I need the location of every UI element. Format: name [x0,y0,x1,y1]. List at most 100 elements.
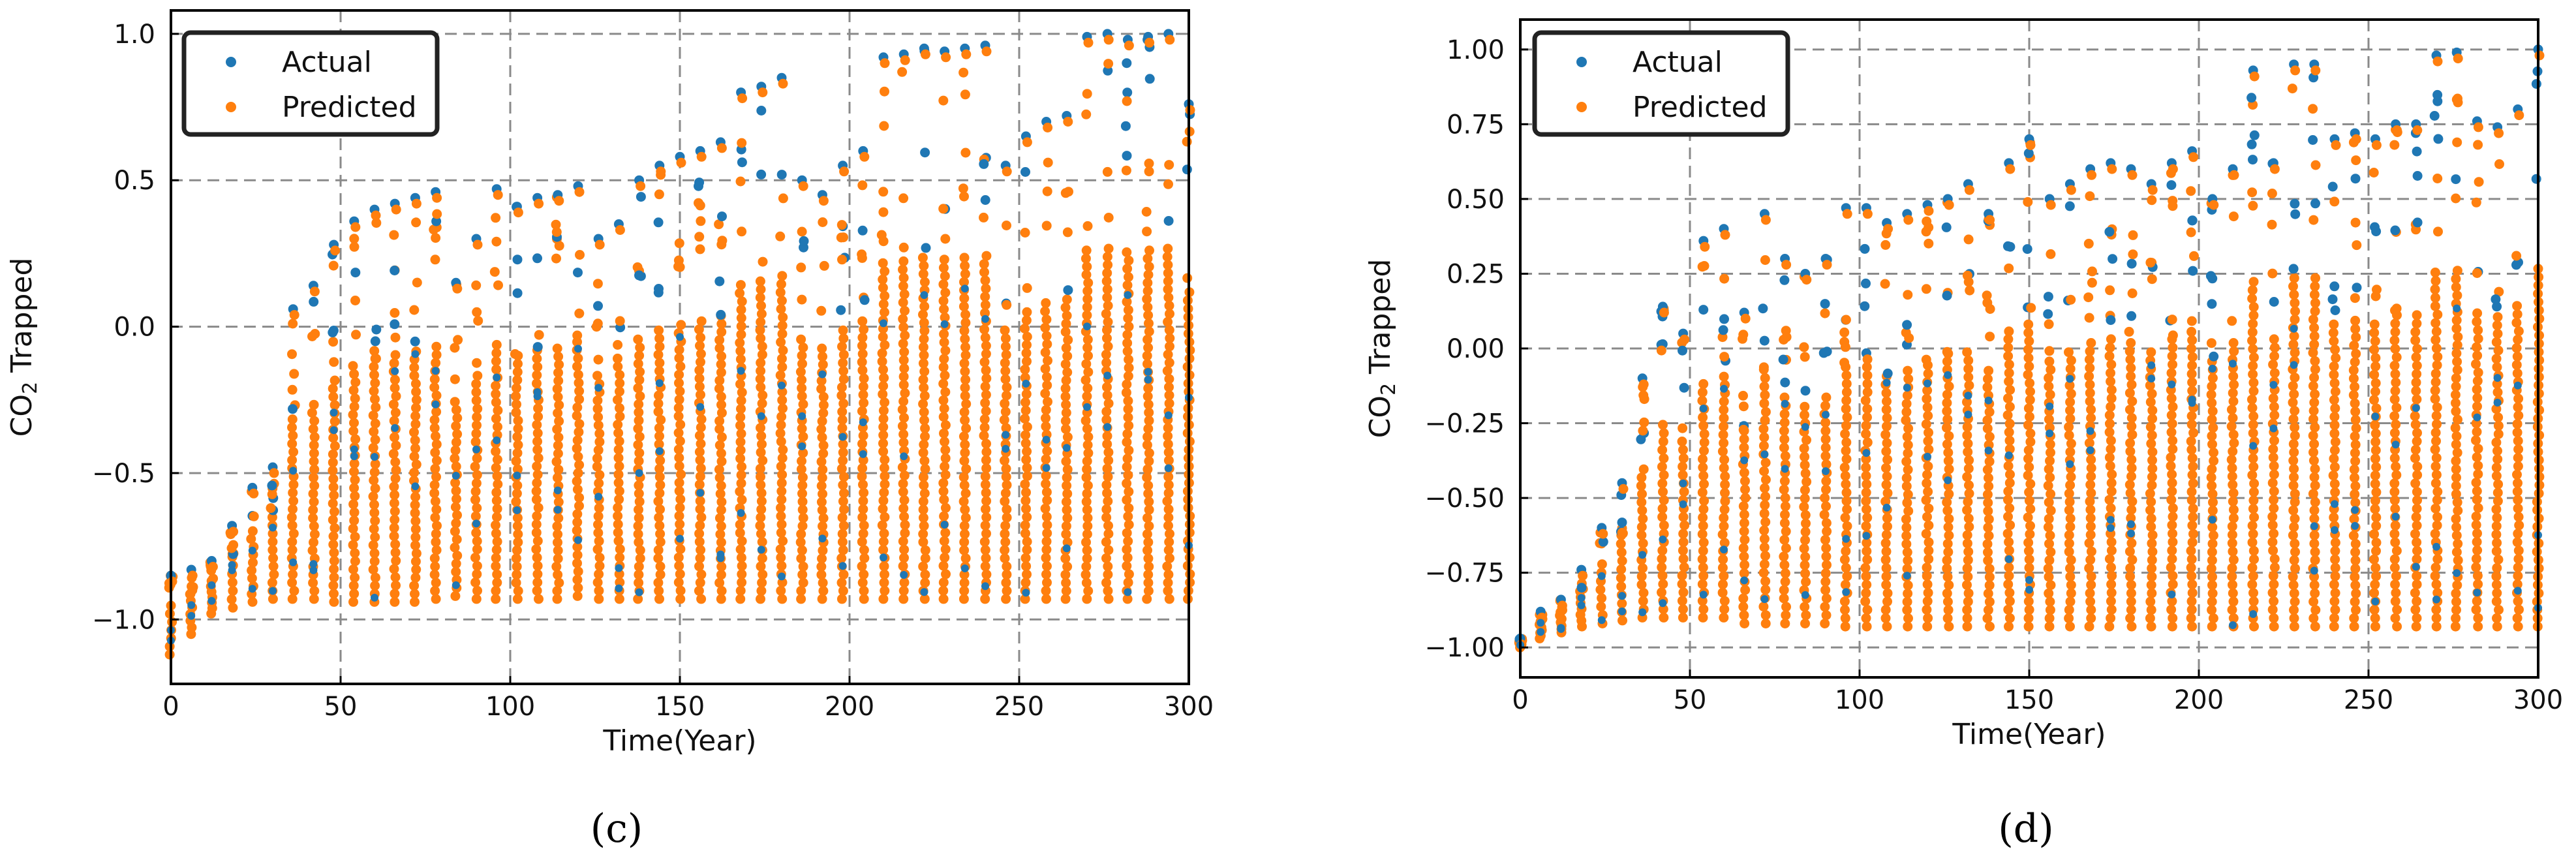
predicted-point [2106,385,2117,395]
predicted-point [1800,568,1811,579]
predicted-point [981,504,990,514]
predicted-point [2350,407,2361,417]
predicted-point [2472,536,2482,547]
predicted-point [1821,543,1832,553]
predicted-point [1759,559,1770,570]
predicted-point [532,420,542,430]
predicted-point [330,375,340,386]
predicted-point [675,386,685,397]
actual-point [1699,405,1708,412]
predicted-point [1963,588,1974,598]
predicted-point [594,569,604,579]
predicted-point [573,468,583,478]
predicted-point [981,46,992,57]
predicted-point [2145,380,2155,391]
predicted-point [979,536,990,547]
predicted-point [837,341,847,352]
predicted-point [2512,309,2522,320]
predicted-point [836,578,847,588]
predicted-point [2310,497,2320,507]
predicted-point [2066,185,2076,195]
predicted-point [959,277,969,287]
predicted-point [592,403,603,414]
predicted-point [1984,365,1994,376]
actual-point [859,450,867,458]
predicted-point [960,391,970,401]
predicted-point [491,397,501,407]
predicted-point [2430,335,2441,345]
predicted-point [2310,364,2320,375]
predicted-point [938,412,949,422]
predicted-point [940,345,951,356]
predicted-point [940,470,951,480]
actual-point [207,581,216,589]
predicted-point [1000,407,1011,417]
predicted-point [2290,538,2300,549]
predicted-point [2106,368,2115,378]
actual-point [2249,610,2258,618]
predicted-point [2288,455,2299,466]
predicted-point [470,578,481,587]
predicted-point [2084,563,2094,574]
actual-point [2248,155,2258,165]
predicted-point [551,456,562,467]
predicted-point [900,519,910,530]
predicted-point [2044,356,2055,367]
predicted-point [714,384,724,393]
predicted-point [2227,563,2237,574]
predicted-point [370,572,380,583]
predicted-point [940,437,949,447]
predicted-point [2309,439,2320,449]
predicted-point [368,564,378,575]
predicted-point [1021,454,1032,465]
predicted-point [371,402,381,412]
predicted-point [1800,485,1810,495]
predicted-point [959,578,970,588]
predicted-point [2106,503,2116,514]
predicted-point [980,545,990,555]
predicted-point [2126,605,2136,615]
predicted-point [1759,398,1770,409]
predicted-point [2308,380,2318,391]
actual-point [2046,429,2054,438]
predicted-point [309,448,319,459]
predicted-point [1081,570,1091,580]
predicted-point [2046,489,2056,499]
predicted-point [1021,487,1031,498]
predicted-point [1962,422,1972,432]
predicted-point [1122,429,1133,439]
predicted-point [775,544,786,555]
predicted-point [348,361,358,371]
predicted-point [1103,59,1114,69]
predicted-point [1839,337,1850,347]
predicted-point [737,561,747,571]
predicted-point [1020,528,1030,538]
actual-point [778,572,786,581]
predicted-point [1144,497,1154,507]
predicted-point [390,432,399,442]
actual-point [431,400,440,409]
actual-point [920,147,930,158]
actual-point [676,333,684,341]
predicted-point [1924,546,1934,556]
predicted-point [2329,196,2340,207]
predicted-point [328,474,339,484]
predicted-point [1678,553,1689,564]
predicted-point [2229,170,2239,180]
predicted-point [307,546,318,555]
predicted-point [858,529,868,539]
predicted-point [1144,245,1154,256]
predicted-point [1060,302,1071,313]
predicted-point [411,548,422,559]
predicted-point [1739,467,1749,478]
predicted-point [1617,598,1627,609]
y-tick-label: −0.75 [1424,559,1505,589]
predicted-point [1121,388,1131,398]
predicted-point [797,497,808,507]
predicted-point [513,537,523,548]
predicted-point [2491,463,2502,472]
predicted-point [2412,125,2423,135]
predicted-point [938,561,949,571]
predicted-point [938,395,949,405]
predicted-point [2147,572,2157,582]
